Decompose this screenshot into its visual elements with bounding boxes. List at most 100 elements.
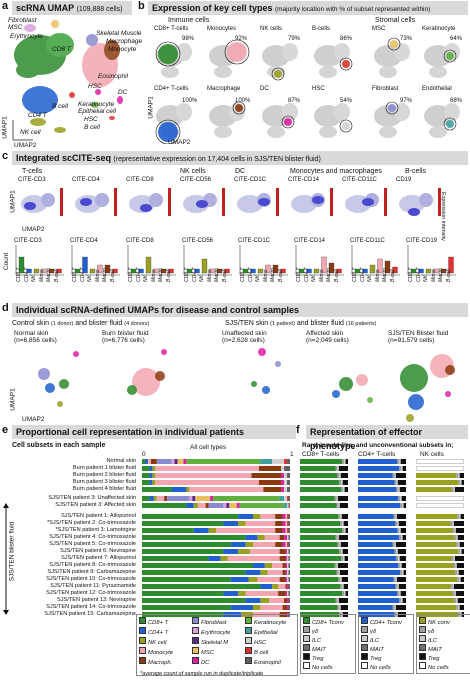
f-bar-segment xyxy=(338,535,348,540)
f-bar-segment xyxy=(341,577,348,582)
d-cluster xyxy=(73,351,79,357)
b-highlight xyxy=(446,52,454,60)
f-legend-item: γδ xyxy=(361,626,376,635)
f-bar-segment xyxy=(456,535,458,540)
e-bar-segment xyxy=(285,556,288,561)
e-row-label: SJS/TEN patient 3: Unaffected skin xyxy=(48,495,136,501)
f-bar-segment xyxy=(344,459,346,464)
e-legend-item: NK cell xyxy=(139,637,166,646)
f-legend-item: Treg xyxy=(361,653,382,662)
e-bar-segment xyxy=(142,535,246,540)
violin-cat: CD4 T xyxy=(359,267,366,282)
panel-b-letter: b xyxy=(138,0,145,12)
e-stacked-bar xyxy=(142,563,290,568)
group-dc: DC xyxy=(235,168,246,175)
e-bar-segment xyxy=(287,577,289,582)
b-pct: 64% xyxy=(450,36,463,42)
e-legend-swatch xyxy=(192,637,199,644)
f-bar-segment xyxy=(396,549,398,554)
f-stacked-bar xyxy=(300,542,348,547)
violin-cat: Macro xyxy=(158,268,164,282)
e-stacked-bar xyxy=(142,466,290,471)
f-bar-segment xyxy=(453,584,464,589)
f-no-cells xyxy=(416,459,464,464)
e-bar-segment xyxy=(288,563,290,568)
f-stacked-bar xyxy=(358,496,406,501)
e-legend-item: HSC xyxy=(245,637,266,646)
violin-cat: B-cell xyxy=(277,269,284,282)
e-bar-segment xyxy=(279,496,285,501)
e-bar-segment xyxy=(258,480,282,485)
label-nkcell: NK cell xyxy=(20,129,41,136)
b-circle xyxy=(281,115,295,129)
f-legend-box: NK conv γδ ILC MAIT Treg No cells xyxy=(416,614,470,674)
f-legend-label: Treg xyxy=(428,656,440,662)
e-bar-segment xyxy=(142,514,239,519)
panel-e-tick0: 0 xyxy=(142,451,146,458)
violin-cat: Mono xyxy=(430,269,437,282)
e-bar-segment xyxy=(287,584,289,589)
d-umap-n: (n=2,628 cells) xyxy=(222,337,265,344)
f-stacked-bar xyxy=(358,556,406,561)
f-legend-swatch xyxy=(303,617,310,624)
f-bar-segment xyxy=(401,563,406,568)
d-cluster xyxy=(258,348,266,356)
e-bar-segment xyxy=(230,542,246,547)
e-legend-label: B cell xyxy=(254,650,269,656)
f-bar-segment xyxy=(453,521,464,526)
f-legend-swatch xyxy=(361,662,368,669)
panel-c-header: Integrated scCITE-seq (representative ex… xyxy=(12,151,468,165)
e-bar-segment xyxy=(208,556,221,561)
e-bar-segment xyxy=(284,598,288,603)
violin-box xyxy=(440,268,447,274)
f-legend-item: γδ xyxy=(419,626,434,635)
e-stacked-bar xyxy=(142,487,290,492)
c-umap xyxy=(345,188,387,216)
violin-cat: B-cell xyxy=(389,269,396,282)
e-bar-segment xyxy=(253,563,265,568)
e-bar-segment xyxy=(189,487,264,492)
f-stacked-bar xyxy=(416,466,464,471)
f-bar-segment xyxy=(339,549,342,554)
f-bar-segment xyxy=(456,542,459,547)
e-legend-label: HSC xyxy=(254,640,267,646)
f-bar-segment xyxy=(400,503,403,508)
f-bar-segment xyxy=(455,591,464,596)
violin-box xyxy=(313,268,320,274)
c-marker-title: CITE-CD1C xyxy=(234,177,267,183)
e-bar-segment xyxy=(260,584,273,589)
e-bar-segment xyxy=(264,535,280,540)
group-tcells: T-cells xyxy=(22,168,43,175)
violin-box xyxy=(425,268,432,274)
violin-plot xyxy=(183,245,232,276)
f-bar-segment xyxy=(395,577,397,582)
f-bar-segment xyxy=(335,598,338,603)
f-bar-segment xyxy=(394,473,396,478)
f-bar-segment xyxy=(396,514,406,519)
f-stacked-bar xyxy=(300,535,348,540)
f-bar-segment xyxy=(416,591,453,596)
f-bar-segment xyxy=(341,556,344,561)
e-bar-segment xyxy=(198,503,206,508)
d-cluster xyxy=(356,374,368,386)
violin-box xyxy=(384,260,391,274)
f-bar-segment xyxy=(341,487,344,492)
d-umap-title: Affected skin xyxy=(306,330,344,337)
e-legend-swatch xyxy=(139,627,146,634)
e-bar-segment xyxy=(288,503,290,508)
sjs-heading: SJS/TEN skin (1 patient) and blister flu… xyxy=(225,320,377,327)
f-stacked-bar xyxy=(300,514,348,519)
d-cluster xyxy=(445,391,451,397)
b-pct: 98% xyxy=(182,36,195,42)
b-pct: 86% xyxy=(340,36,353,42)
f-bar-segment xyxy=(416,605,457,610)
e-bar-segment xyxy=(263,487,282,492)
e-bar-segment xyxy=(230,605,253,610)
f-bar-segment xyxy=(342,528,345,533)
e-bar-segment xyxy=(285,570,288,575)
e-legend-item: Skeletal M xyxy=(192,637,228,646)
e-bar-segment xyxy=(210,496,214,501)
f-bar-segment xyxy=(458,542,460,547)
f-bar-segment xyxy=(458,473,460,478)
f-bar-segment xyxy=(338,577,341,582)
